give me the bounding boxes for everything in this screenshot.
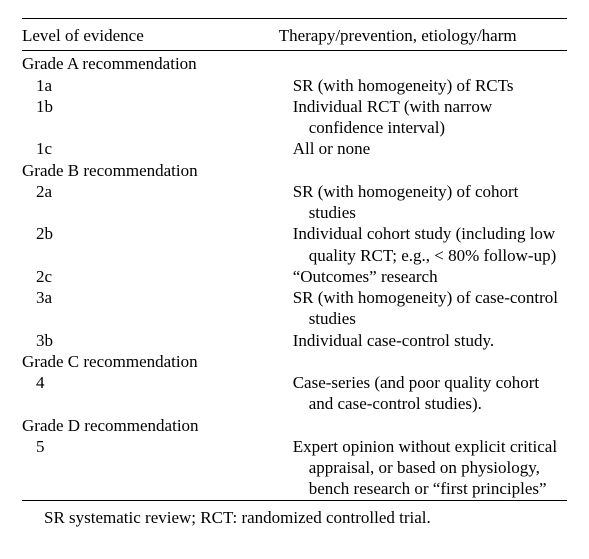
evidence-description: SR (with homogeneity) of case-control st… xyxy=(293,287,567,330)
grade-label: Grade B recommendation xyxy=(22,160,279,181)
evidence-table: Level of evidence Therapy/prevention, et… xyxy=(22,18,567,528)
header-left: Level of evidence xyxy=(22,25,279,46)
evidence-description: Expert opinion without explicit critical… xyxy=(293,436,567,500)
evidence-item-row: 4Case-series (and poor quality cohort an… xyxy=(22,372,567,415)
evidence-description: Case-series (and poor quality cohort and… xyxy=(293,372,567,415)
evidence-description: All or none xyxy=(293,138,567,159)
evidence-description: Individual RCT (with narrow confidence i… xyxy=(293,96,567,139)
evidence-code: 3b xyxy=(22,330,293,351)
table-header-row: Level of evidence Therapy/prevention, et… xyxy=(22,19,567,50)
grade-row: Grade B recommendation xyxy=(22,160,567,181)
table-footnote: SR systematic review; RCT: randomized co… xyxy=(22,501,567,528)
evidence-description: SR (with homogeneity) of cohort studies xyxy=(293,181,567,224)
grade-row: Grade A recommendation xyxy=(22,53,567,74)
evidence-code: 3a xyxy=(22,287,293,330)
evidence-item-row: 3bIndividual case-control study. xyxy=(22,330,567,351)
evidence-item-row: 1aSR (with homogeneity) of RCTs xyxy=(22,75,567,96)
grade-label: Grade C recommendation xyxy=(22,351,279,372)
evidence-code: 2b xyxy=(22,223,293,266)
evidence-code: 5 xyxy=(22,436,293,500)
evidence-item-row: 3aSR (with homogeneity) of case-control … xyxy=(22,287,567,330)
grade-row: Grade D recommendation xyxy=(22,415,567,436)
grade-row: Grade C recommendation xyxy=(22,351,567,372)
evidence-code: 4 xyxy=(22,372,293,415)
evidence-item-row: 2c“Outcomes” research xyxy=(22,266,567,287)
evidence-item-row: 1cAll or none xyxy=(22,138,567,159)
header-right: Therapy/prevention, etiology/harm xyxy=(279,25,567,46)
evidence-description: “Outcomes” research xyxy=(293,266,567,287)
evidence-item-row: 1bIndividual RCT (with narrow confidence… xyxy=(22,96,567,139)
evidence-code: 1a xyxy=(22,75,293,96)
evidence-code: 1c xyxy=(22,138,293,159)
evidence-code: 1b xyxy=(22,96,293,139)
evidence-code: 2a xyxy=(22,181,293,224)
evidence-item-row: 2aSR (with homogeneity) of cohort studie… xyxy=(22,181,567,224)
evidence-code: 2c xyxy=(22,266,293,287)
grade-label: Grade D recommendation xyxy=(22,415,279,436)
table-body: Grade A recommendation1aSR (with homogen… xyxy=(22,53,567,499)
evidence-description: Individual cohort study (including low q… xyxy=(293,223,567,266)
evidence-item-row: 2bIndividual cohort study (including low… xyxy=(22,223,567,266)
grade-label: Grade A recommendation xyxy=(22,53,279,74)
evidence-description: SR (with homogeneity) of RCTs xyxy=(293,75,567,96)
evidence-description: Individual case-control study. xyxy=(293,330,567,351)
evidence-item-row: 5Expert opinion without explicit critica… xyxy=(22,436,567,500)
